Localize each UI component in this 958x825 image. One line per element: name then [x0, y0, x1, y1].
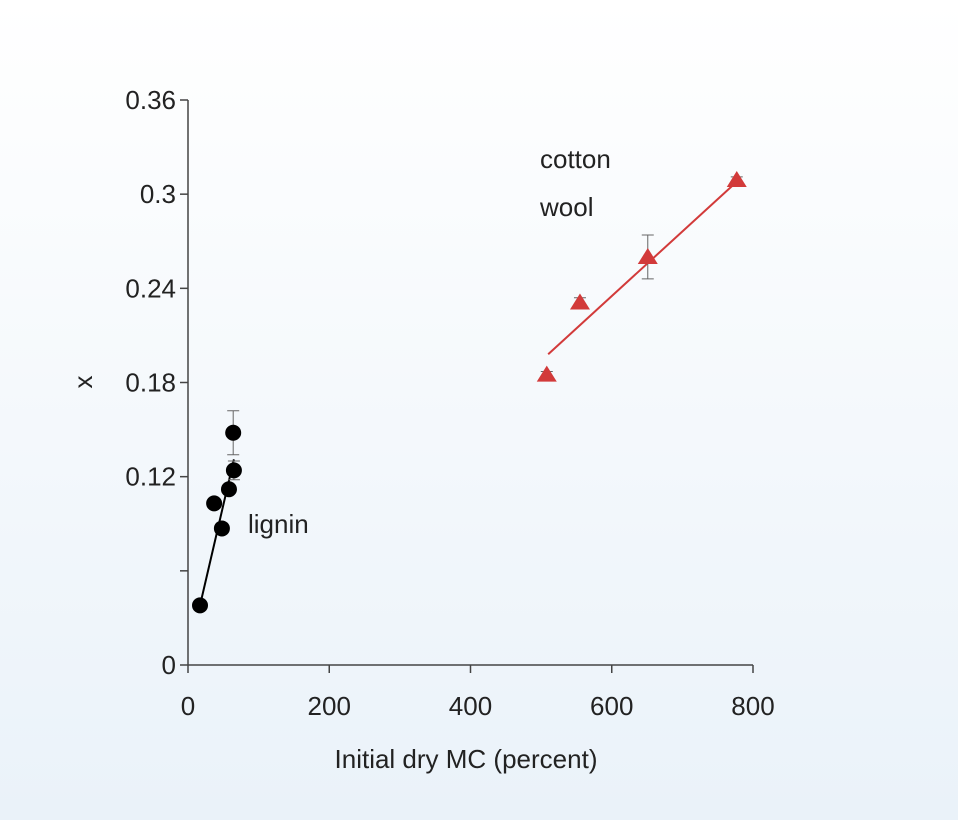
- y-tick-label: 0.12: [125, 462, 176, 492]
- x-tick-label: 600: [590, 691, 633, 721]
- point: [213, 520, 230, 537]
- x-tick-label: 200: [308, 691, 351, 721]
- point: [225, 424, 242, 441]
- point: [726, 171, 747, 188]
- x-tick-label: 0: [181, 691, 195, 721]
- point: [206, 495, 223, 512]
- series-label: cotton wool: [539, 144, 611, 222]
- x-tick-label: 800: [731, 691, 774, 721]
- point: [637, 247, 658, 264]
- y-tick-label: 0.24: [125, 273, 176, 303]
- point: [192, 597, 209, 614]
- point: [536, 365, 557, 382]
- point: [220, 481, 237, 498]
- y-tick-label: 0: [162, 650, 176, 680]
- point: [225, 462, 242, 479]
- y-tick-label: 0.36: [125, 85, 176, 115]
- x-axis-label: Initial dry MC (percent): [335, 744, 598, 774]
- y-tick-label: 0.3: [140, 179, 176, 209]
- fit-line: [547, 177, 741, 355]
- series-label: lignin: [248, 509, 309, 539]
- y-axis-label: x: [68, 376, 98, 389]
- y-tick-label: 0.18: [125, 368, 176, 398]
- x-tick-label: 400: [449, 691, 492, 721]
- point: [569, 293, 590, 310]
